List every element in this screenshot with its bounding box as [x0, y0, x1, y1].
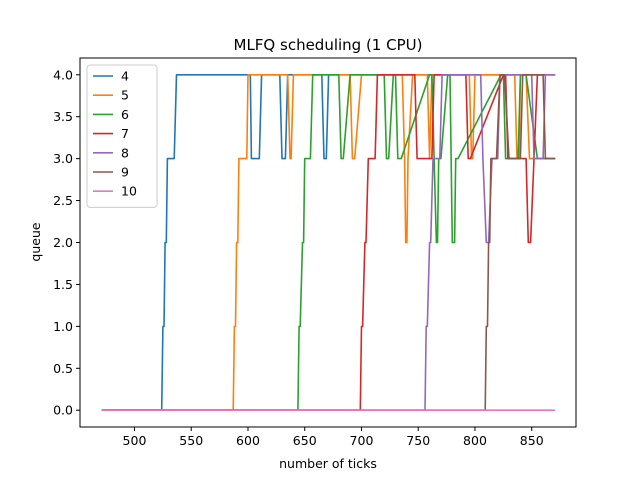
legend-label-10: 10	[121, 184, 137, 199]
x-tick-label: 850	[520, 433, 544, 448]
y-tick-label: 1.0	[53, 319, 73, 334]
x-tick-label: 600	[236, 433, 260, 448]
x-tick-label: 550	[179, 433, 203, 448]
series-line-7	[101, 74, 556, 412]
x-tick-label: 750	[406, 433, 430, 448]
series-line-9	[101, 74, 556, 412]
x-tick-label: 700	[350, 433, 374, 448]
legend-label-8: 8	[121, 145, 129, 160]
y-tick-label: 2.5	[53, 193, 73, 208]
legend-label-5: 5	[121, 88, 129, 103]
y-tick-label: 1.5	[53, 277, 73, 292]
legend: 4 5 6 7 8 9 10	[86, 64, 158, 208]
legend-label-6: 6	[121, 107, 129, 122]
legend-label-9: 9	[121, 165, 129, 180]
legend-label-7: 7	[121, 126, 129, 141]
chart-title: MLFQ scheduling (1 CPU)	[234, 36, 423, 54]
y-tick-label: 4.0	[53, 67, 73, 82]
x-tick-label: 800	[463, 433, 487, 448]
y-tick-label: 3.5	[53, 109, 73, 124]
y-tick-label: 2.0	[53, 235, 73, 250]
x-tick-label: 650	[293, 433, 317, 448]
y-tick-label: 0.5	[53, 361, 73, 376]
x-tick-label: 500	[123, 433, 147, 448]
y-tick-label: 0.0	[53, 403, 73, 418]
series-line-8	[101, 74, 556, 412]
legend-label-4: 4	[121, 69, 129, 84]
x-axis-ticks: 500 550 600 650 700 750 800 850	[123, 427, 544, 448]
x-axis-label: number of ticks	[279, 456, 377, 471]
y-tick-label: 3.0	[53, 151, 73, 166]
plot-lines	[101, 74, 556, 412]
y-axis-label: queue	[28, 222, 43, 261]
y-axis-ticks: 0.0 0.5 1.0 1.5 2.0 2.5 3.0 3.5 4.0	[53, 67, 80, 418]
